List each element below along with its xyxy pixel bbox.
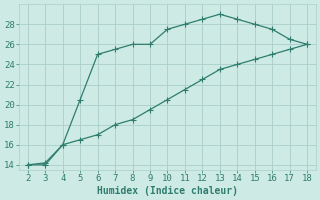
X-axis label: Humidex (Indice chaleur): Humidex (Indice chaleur) [97,186,238,196]
